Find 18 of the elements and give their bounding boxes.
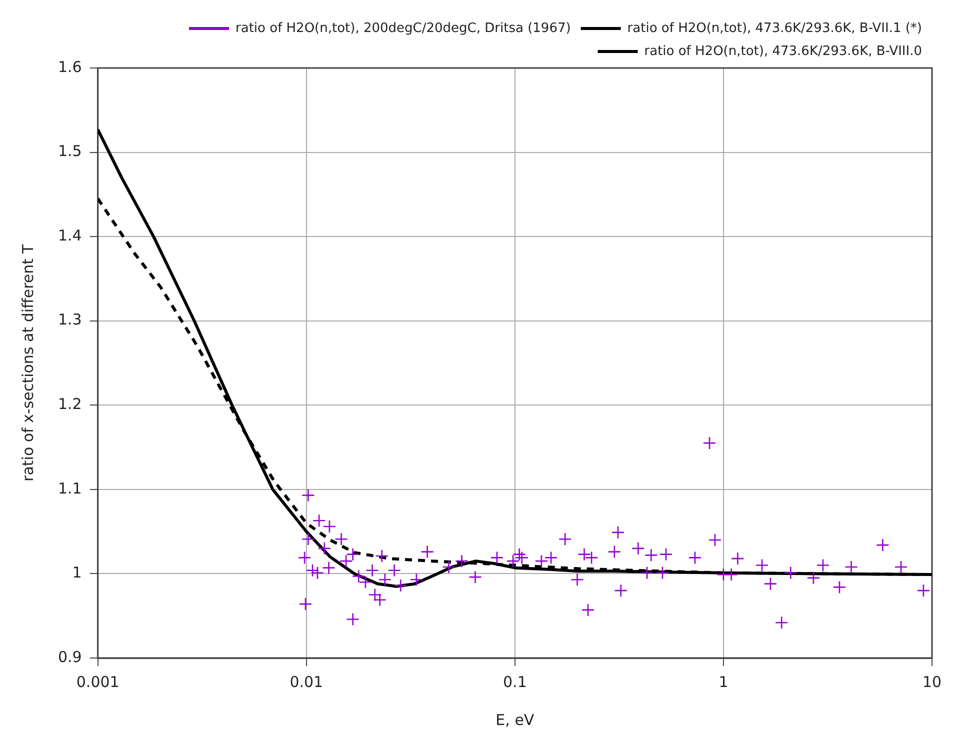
y-axis-title: ratio of x-sections at different T [18, 244, 37, 482]
y-tick-label: 1.5 [58, 142, 82, 160]
y-tick-label: 1 [72, 564, 82, 582]
x-axis-title: E, eV [496, 710, 535, 729]
y-tick-label: 1.2 [58, 395, 82, 414]
x-tick-label: 10 [922, 672, 942, 691]
y-tick-label: 1.6 [58, 58, 82, 76]
x-tick-label: 0.001 [76, 672, 120, 691]
y-tick-label: 0.9 [58, 648, 82, 666]
y-tick-label: 1.3 [58, 310, 82, 329]
x-tick-label: 1 [718, 672, 728, 691]
y-tick-label: 1.4 [58, 226, 82, 244]
x-tick-label: 0.1 [503, 672, 527, 691]
legend-label: ratio of H2O(n,tot), 473.6K/293.6K, B-VIII.0 [644, 44, 922, 59]
y-tick-label: 1.1 [58, 479, 82, 498]
x-tick-label: 0.01 [290, 672, 324, 691]
legend-label: ratio of H2O(n,tot), 200degC/20degC, Dritsa (1967) [236, 20, 571, 36]
legend-label: ratio of H2O(n,tot), 473.6K/293.6K, B-VII.1 (*) [627, 20, 922, 36]
